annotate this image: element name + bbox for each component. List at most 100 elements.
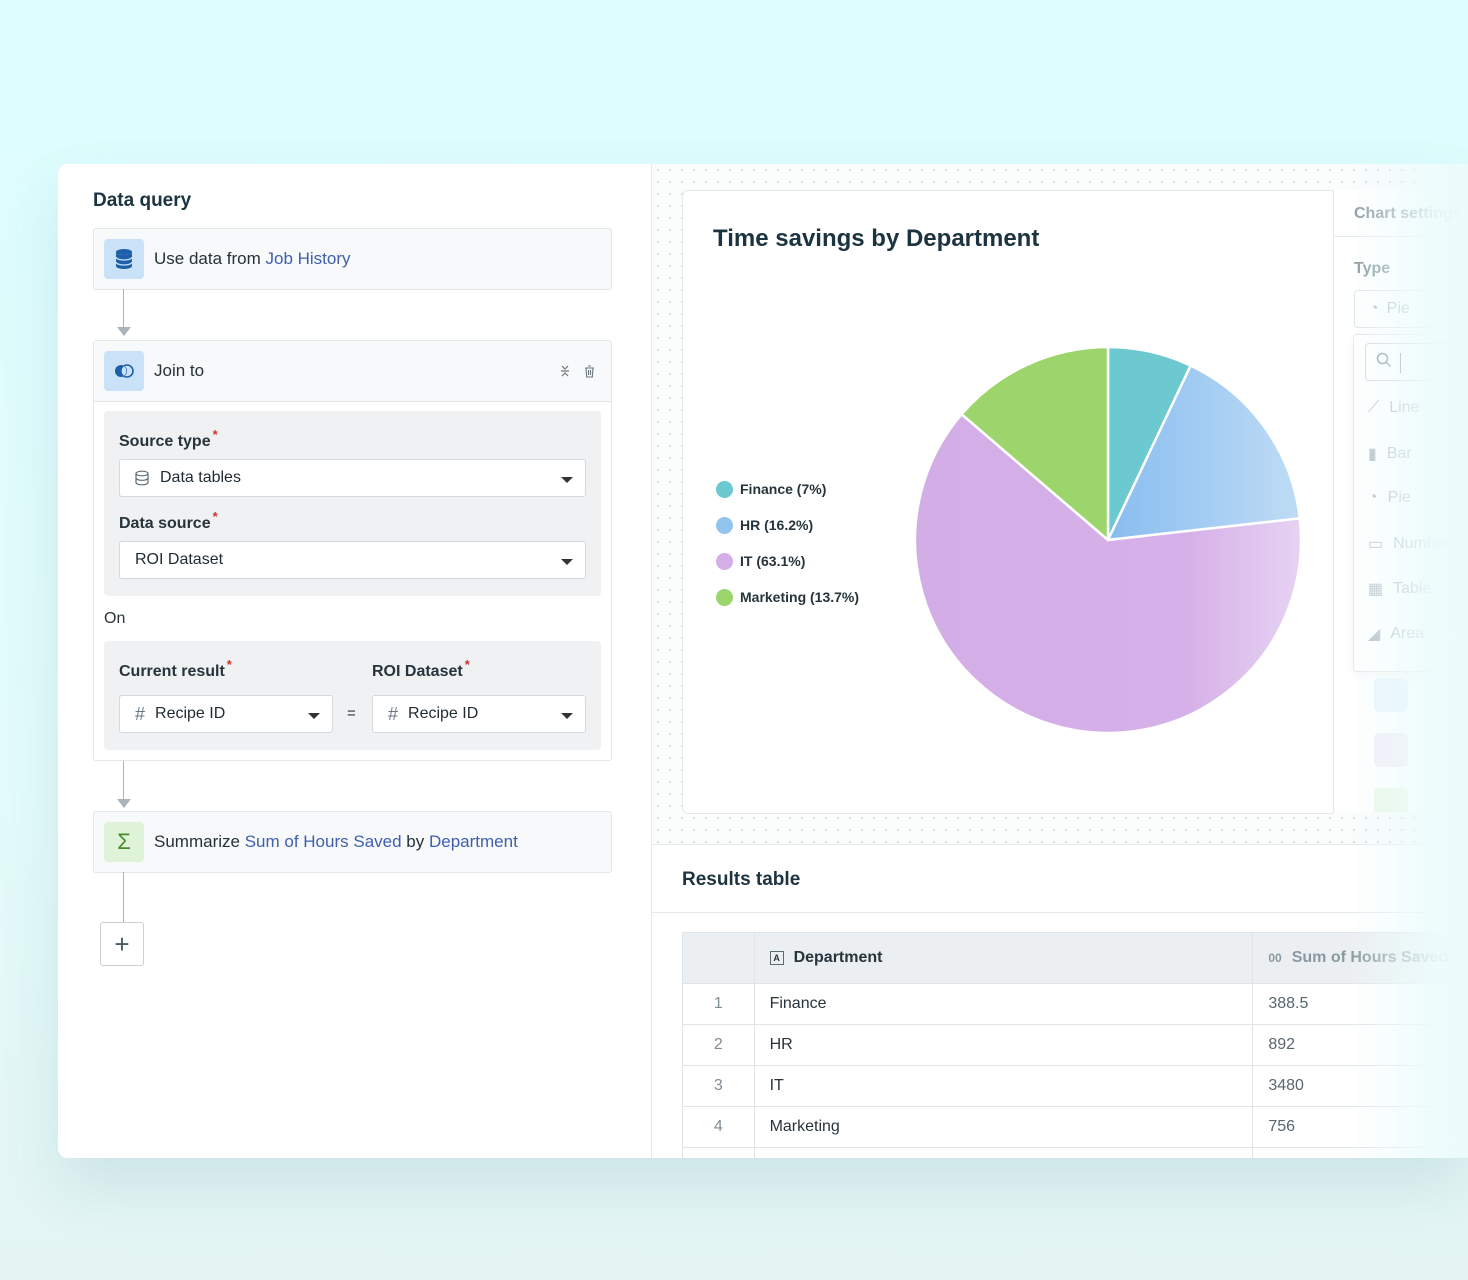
- search-icon: [1376, 352, 1392, 373]
- table-row[interactable]: 1 Finance 388.5: [682, 983, 1468, 1025]
- divider: [652, 912, 1468, 913]
- table-row[interactable]: 4 Marketing 756: [682, 1106, 1468, 1148]
- source-form: Source type * Data tables Data source * RO…: [104, 411, 601, 596]
- legend-label: HR (16.2%): [740, 517, 814, 533]
- number-icon: ▭: [1368, 536, 1384, 553]
- source-type-value: Data tables: [160, 469, 241, 486]
- legend-swatch: [716, 588, 733, 606]
- join-icon: [104, 351, 144, 391]
- connector-line: [123, 872, 124, 922]
- chevron-down-icon: [561, 713, 573, 719]
- number-type-icon: 00: [1268, 951, 1282, 965]
- source-type-select[interactable]: Data tables: [119, 459, 586, 497]
- data-source-select[interactable]: ROI Dataset: [119, 541, 586, 579]
- join-header[interactable]: Join to: [94, 341, 611, 402]
- chevron-down-icon: [308, 713, 320, 719]
- legend-item-it[interactable]: IT (63.1%): [716, 543, 859, 579]
- equals-sign: =: [347, 705, 356, 722]
- chart-option-pie[interactable]: ◔ Pie: [1368, 489, 1411, 506]
- results-table: A Department 00 Sum of Hours Saved 1 Financ…: [682, 932, 1468, 1158]
- database-icon: [104, 239, 144, 279]
- current-result-label: Current result *: [119, 657, 232, 680]
- pie-chart-icon: ◔: [1369, 300, 1379, 317]
- text-cursor: [1400, 353, 1401, 373]
- legend-item-marketing[interactable]: Marketing (13.7%): [716, 579, 859, 615]
- join-title: Join to: [154, 361, 205, 380]
- connector-arrow: [117, 799, 131, 808]
- chart-option-line[interactable]: ⟋ Line: [1368, 399, 1420, 416]
- table-row[interactable]: 2 HR 892: [682, 1024, 1468, 1066]
- chart-type-search[interactable]: [1365, 343, 1468, 381]
- hash-icon: #: [388, 703, 399, 724]
- dimension-link[interactable]: Department: [429, 832, 518, 851]
- settings-title: Chart settings: [1354, 205, 1462, 222]
- chart-type-select[interactable]: ◔ Pie: [1354, 290, 1468, 328]
- source-type-label: Source type *: [119, 427, 218, 450]
- pie-slice-it[interactable]: [913, 412, 1303, 735]
- chart-card: Time savings by Department Finance (7%) H…: [682, 190, 1336, 814]
- roi-dataset-value: Recipe ID: [408, 705, 479, 722]
- connector-line: [123, 289, 124, 327]
- chart-option-table[interactable]: ▦ Table: [1368, 580, 1432, 598]
- legend-swatch: [716, 480, 733, 498]
- collapse-icon[interactable]: [560, 363, 570, 383]
- current-result-select[interactable]: # Recipe ID: [119, 695, 333, 733]
- chart-type-value: Pie: [1386, 300, 1410, 317]
- index-header: [682, 932, 755, 984]
- summarize-by: by: [406, 832, 425, 851]
- table-row[interactable]: [682, 1147, 1468, 1158]
- text-type-icon: A: [769, 951, 784, 965]
- connector-line: [123, 761, 124, 799]
- step-summarize[interactable]: Σ Summarize Sum of Hours Saved by Depart…: [93, 811, 612, 873]
- results-title: Results table: [682, 869, 801, 890]
- pie-chart-icon: ◔: [1368, 489, 1378, 506]
- chart-option-area[interactable]: ◢ Area: [1368, 625, 1425, 643]
- step-prefix: Use data from: [154, 249, 261, 268]
- metric-link[interactable]: Sum of Hours Saved: [244, 832, 402, 851]
- chevron-down-icon: [561, 559, 573, 565]
- area-chart-icon: ◢: [1368, 626, 1381, 643]
- hash-icon: #: [135, 703, 146, 724]
- chevron-down-icon: [561, 477, 573, 483]
- department-header[interactable]: A Department: [753, 932, 1254, 984]
- hours-header[interactable]: 00 Sum of Hours Saved: [1252, 932, 1468, 984]
- on-label: On: [104, 610, 126, 627]
- chart-title: Time savings by Department: [713, 225, 1040, 252]
- legend-item-finance[interactable]: Finance (7%): [716, 471, 859, 507]
- pie-slice-marketing[interactable]: [960, 345, 1110, 542]
- chart-option-bar[interactable]: ▮ Bar: [1368, 445, 1412, 463]
- summarize-prefix: Summarize: [154, 832, 240, 851]
- job-history-link[interactable]: Job History: [265, 249, 351, 268]
- bar-chart-icon: ▮: [1368, 446, 1377, 463]
- app-window: Data query Use data from Job History: [58, 164, 1468, 1158]
- pie-slice-hr[interactable]: [1106, 364, 1302, 542]
- step-join: Join to Source type * Data tables: [93, 340, 612, 761]
- current-result-value: Recipe ID: [155, 705, 226, 722]
- color-swatch[interactable]: [1374, 678, 1408, 712]
- legend-swatch: [716, 552, 733, 570]
- legend-swatch: [716, 516, 733, 534]
- panel-title: Data query: [93, 190, 192, 211]
- color-swatch[interactable]: [1374, 788, 1408, 812]
- type-label: Type: [1354, 260, 1391, 277]
- add-step-button[interactable]: +: [100, 922, 144, 966]
- chart-option-number[interactable]: ▭ Number: [1368, 535, 1451, 553]
- table-row[interactable]: 3 IT 3480: [682, 1065, 1468, 1107]
- divider: [1334, 236, 1468, 237]
- roi-dataset-label: ROI Dataset *: [372, 657, 470, 680]
- chart-legend: Finance (7%) HR (16.2%) IT (63.1%) Marketin…: [716, 471, 859, 615]
- trash-icon[interactable]: [584, 363, 595, 383]
- legend-label: IT (63.1%): [740, 553, 806, 569]
- roi-dataset-select[interactable]: # Recipe ID: [372, 695, 586, 733]
- sigma-icon: Σ: [104, 822, 144, 862]
- join-keys-form: Current result * # Recipe ID = ROI Datase…: [104, 641, 601, 750]
- data-source-label: Data source *: [119, 509, 218, 532]
- visualization-area: Time savings by Department Finance (7%) H…: [652, 164, 1468, 1158]
- table-icon: ▦: [1368, 581, 1384, 598]
- data-query-panel: Data query Use data from Job History: [58, 164, 652, 1158]
- color-swatch[interactable]: [1374, 733, 1408, 767]
- chart-type-menu: ⟋ Line ▮ Bar ◔ Pie ▭ Number ▦ Table ◢ Area: [1353, 334, 1468, 672]
- legend-label: Marketing (13.7%): [740, 589, 860, 605]
- legend-item-hr[interactable]: HR (16.2%): [716, 507, 859, 543]
- step-use-data[interactable]: Use data from Job History: [93, 228, 612, 290]
